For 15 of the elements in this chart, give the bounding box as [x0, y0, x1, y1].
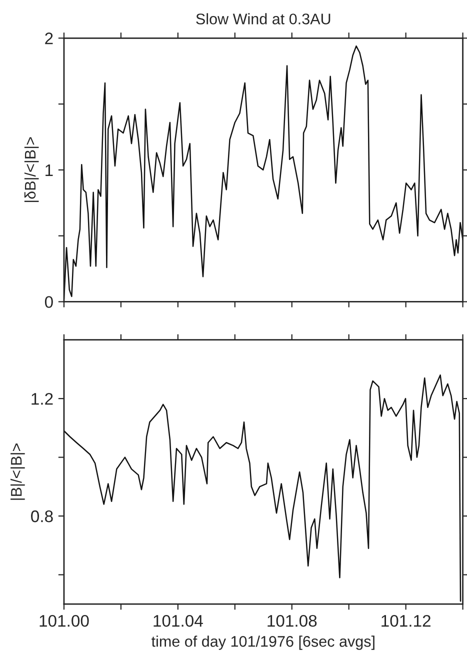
x-tick-label: 101.04 [154, 614, 203, 627]
y-axis-title: |B|/<|B|> [10, 444, 25, 500]
x-tick-label: 101.12 [382, 614, 430, 627]
y-tick-label: 1 [46, 164, 53, 176]
x-axis-title: time of day 101/1976 [6sec avgs] [152, 636, 374, 650]
x-tick-label: 101.00 [40, 614, 89, 627]
x-tick-label: 101.08 [268, 614, 317, 627]
y-tick-label: 2 [45, 32, 53, 44]
y-tick-label: 1.2 [32, 392, 53, 405]
y-tick-label: 0 [44, 296, 53, 308]
y-tick-label: 0.8 [31, 510, 53, 522]
y-axis-title: |δB|/<|B|> [24, 137, 39, 202]
line-series [64, 45, 463, 300]
line-series [64, 374, 462, 602]
chart-title: Slow Wind at 0.3AU [196, 13, 330, 24]
